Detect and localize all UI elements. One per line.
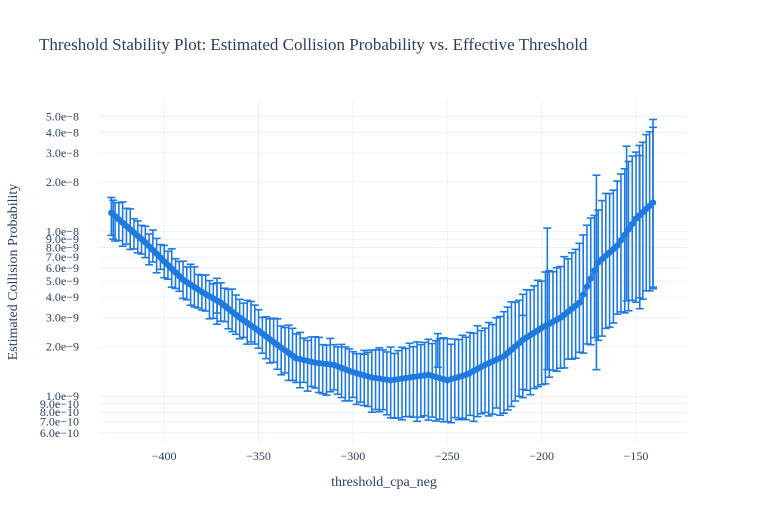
error-bars [107,118,658,424]
y-tick-label: 9.0e−10 [40,397,79,411]
x-tick-label: −200 [529,449,554,463]
x-tick-label: −150 [624,449,649,463]
y-tick-label: 4.0e−9 [46,290,79,304]
y-axis-title: Estimated Collision Probability [6,184,21,361]
y-tick-label: 5.0e−9 [46,274,79,288]
y-tick-label: 9.0e−9 [46,232,79,246]
x-tick-label: −400 [152,449,177,463]
y-tick-label: 2.0e−9 [46,340,79,354]
chart-title: Threshold Stability Plot: Estimated Coll… [39,35,588,54]
data-point [591,267,598,274]
x-tick-label: −350 [246,449,271,463]
data-point [625,226,632,233]
y-tick-label: 4.0e−8 [46,125,79,139]
y-tick-label: 7.0e−9 [46,250,79,264]
y-tick-label: 6.0e−10 [40,426,79,440]
y-tick-label: 5.0e−8 [46,110,79,124]
data-point [583,283,591,290]
x-tick-label: −300 [341,449,366,463]
data-point [621,231,628,239]
y-tick-label: 3.0e−9 [46,311,79,325]
data-point [587,275,594,282]
x-tick-label: −250 [435,449,460,463]
y-tick-labels: 6.0e−107.0e−108.0e−109.0e−101.0e−9 2.0e−9… [40,110,79,440]
series-markers [108,199,657,384]
data-point [649,199,657,206]
y-tick-label: 6.0e−9 [46,261,79,275]
y-tick-label: 3.0e−8 [46,146,79,160]
x-tick-labels: −400 −350 −300 −250 −200 −150 [152,449,649,463]
data-point [629,220,636,228]
data-point [617,237,625,244]
data-point [576,299,583,306]
y-tick-label: 1.0e−8 [46,225,79,239]
y-tick-label: 2.0e−8 [46,175,79,189]
x-axis-title: threshold_cpa_neg [331,475,437,490]
y-tick-label: 8.0e−9 [46,241,79,255]
data-point [579,291,587,298]
y-tick-label: 8.0e−10 [40,405,79,419]
y-tick-label: 7.0e−10 [40,415,79,429]
y-tick-label: 1.0e−9 [46,389,79,403]
data-point [613,242,621,249]
